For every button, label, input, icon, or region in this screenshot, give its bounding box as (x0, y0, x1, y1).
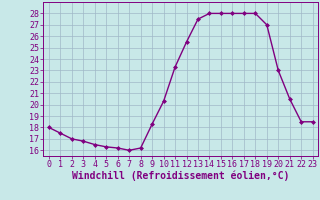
X-axis label: Windchill (Refroidissement éolien,°C): Windchill (Refroidissement éolien,°C) (72, 171, 290, 181)
